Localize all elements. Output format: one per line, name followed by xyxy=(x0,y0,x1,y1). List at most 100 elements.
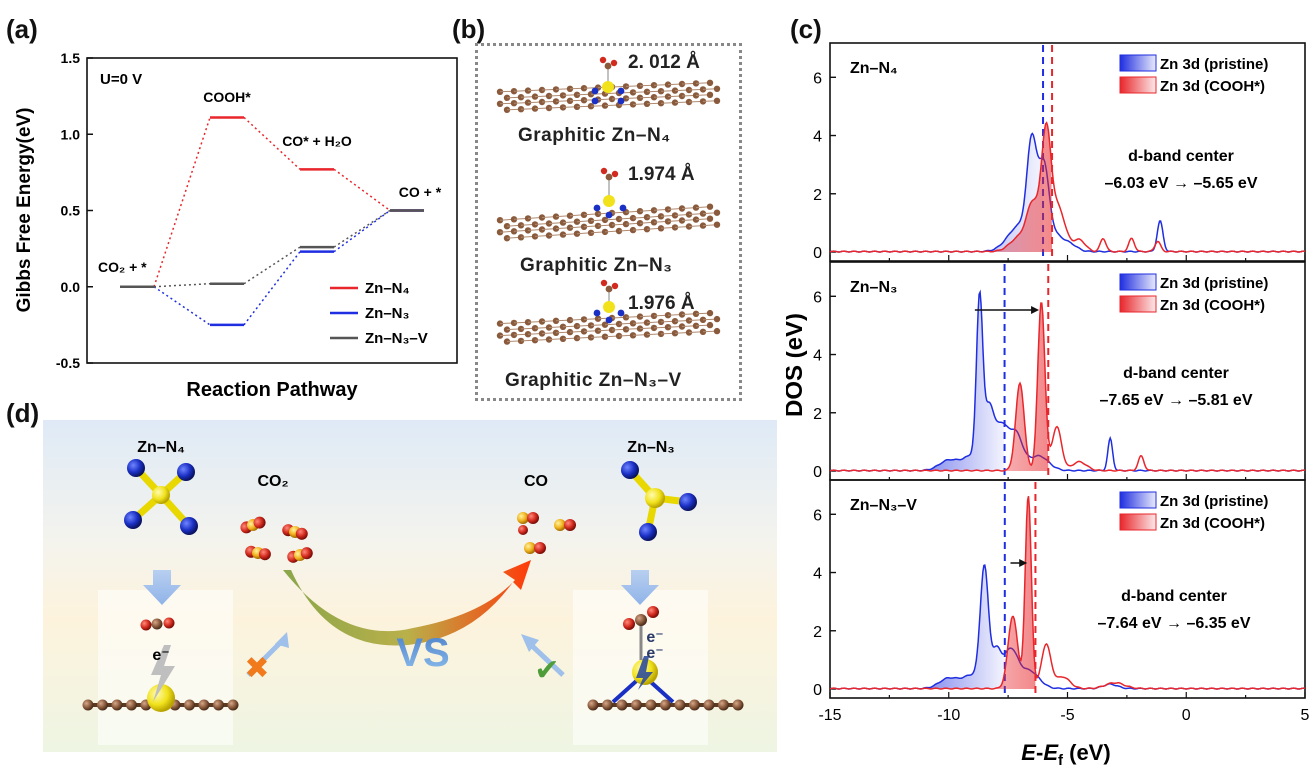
legend-label-c: Zn 3d (COOH*) xyxy=(1160,78,1265,95)
y-tick-label-c: 2 xyxy=(813,187,822,204)
bond-length-2: 1.974 Å xyxy=(628,164,695,185)
legend-label-c: Zn 3d (COOH*) xyxy=(1160,515,1265,532)
carbon-bead xyxy=(703,699,715,711)
carbon-bead xyxy=(689,699,700,711)
right-cooh-adsorbate xyxy=(623,606,659,660)
y-tick-label-a: 0.0 xyxy=(61,279,81,295)
structure-models xyxy=(496,56,721,345)
legend-swatch-c xyxy=(1119,76,1157,94)
co-molecules xyxy=(517,512,576,554)
co2-molecules xyxy=(240,516,313,563)
y-tick-label-c: 4 xyxy=(813,566,822,583)
carbon-bead xyxy=(184,699,195,711)
dos-fill xyxy=(925,496,1036,689)
legend-label-c: Zn 3d (pristine) xyxy=(1160,493,1268,510)
connector-line xyxy=(153,282,211,288)
shift-arrowhead xyxy=(1019,559,1028,567)
dband-values: –6.03 eV → –5.65 eV xyxy=(1105,175,1258,192)
free-energy-chart: -0.5 0.0 0.5 1.0 1.5 U=0 V COOH* CO* + H₂O C… xyxy=(14,50,458,401)
left-down-arrow xyxy=(143,570,181,605)
structure-caption-3: Graphitic Zn–N₃–V xyxy=(505,370,682,391)
carbon-bead xyxy=(718,699,729,711)
y-tick-label-c: 2 xyxy=(813,406,822,423)
dband-title: d-band center xyxy=(1128,148,1234,165)
x-tick-label-c: 5 xyxy=(1301,707,1310,724)
structure-box xyxy=(475,43,742,401)
right-electron-bolt xyxy=(636,656,653,690)
carbon-bead xyxy=(631,699,642,711)
left-blocked-arrow xyxy=(246,638,285,677)
legend-label-a: Zn–N₃ xyxy=(365,305,410,322)
x-tick-label-c: -10 xyxy=(937,707,960,724)
dos-curve xyxy=(829,302,1306,472)
y-tick-label-c: 4 xyxy=(813,348,822,365)
dband-values: –7.65 eV → –5.81 eV xyxy=(1100,392,1253,409)
y-tick-label-c: 0 xyxy=(813,682,822,699)
x-tick-label-c: 0 xyxy=(1182,707,1191,724)
dos-frame xyxy=(829,261,1306,481)
dos-subpanel: 0 2 4 6 Zn–N₃–V Zn 3d (pristine) Zn 3d (COOH*)… xyxy=(813,479,1306,699)
right-graphene-layer xyxy=(587,659,744,711)
y-tick-label-a: 1.5 xyxy=(61,50,81,66)
legend-label-c: Zn 3d (pristine) xyxy=(1160,275,1268,292)
structure-caption-2: Graphitic Zn–N₃ xyxy=(520,255,673,276)
legend-label-a: Zn–N₃–V xyxy=(365,330,428,347)
dos-curve xyxy=(829,289,1306,472)
carbon-bead xyxy=(126,699,137,711)
graphene-model xyxy=(496,56,721,113)
dos-subpanel: 0 2 4 6 Zn–N₄ Zn 3d (pristine) Zn 3d (COOH*) d-… xyxy=(813,42,1306,262)
connector-line xyxy=(333,168,391,212)
dos-fill xyxy=(925,565,1005,689)
carbon-bead xyxy=(645,699,657,711)
y-tick-label-c: 0 xyxy=(813,464,822,481)
zn-n3-cluster xyxy=(621,461,697,541)
product-label: CO xyxy=(524,473,548,490)
right-down-arrow xyxy=(621,570,659,605)
left-graphene-layer xyxy=(82,684,239,712)
legend-swatch-c xyxy=(1119,54,1157,72)
right-allowed-arrow xyxy=(526,640,565,677)
legend-label-c: Zn 3d (pristine) xyxy=(1160,56,1268,73)
connector-line xyxy=(153,286,211,326)
cooh-label: COOH* xyxy=(203,89,251,105)
bond-length-1: 2. 012 Å xyxy=(628,52,700,73)
vs-label: VS xyxy=(396,631,449,675)
subpanel-name: Zn–N₄ xyxy=(850,60,898,77)
left-site-label: Zn–N₄ xyxy=(137,439,185,456)
dos-chart: 0 2 4 6 Zn–N₄ Zn 3d (pristine) Zn 3d (COOH*) d-… xyxy=(786,42,1310,769)
dos-fill xyxy=(925,303,1049,471)
connector-line xyxy=(333,209,391,248)
carbon-bead xyxy=(97,699,108,711)
dband-title: d-band center xyxy=(1121,588,1227,605)
carbon-bead xyxy=(587,699,599,711)
left-co2-adsorbate xyxy=(140,617,175,631)
reaction-arc-arrow xyxy=(283,560,531,646)
right-site-label: Zn–N₃ xyxy=(627,439,674,456)
dos-curve xyxy=(829,496,1306,690)
co-label: CO + * xyxy=(399,184,442,200)
graphene-model xyxy=(496,167,721,242)
x-axis-label-a: Reaction Pathway xyxy=(186,379,358,401)
carbon-bead xyxy=(213,699,224,711)
legend-a: Zn–N₄ Zn–N₃ Zn–N₃–V xyxy=(330,280,428,347)
dos-fill xyxy=(925,122,1053,252)
connector-line xyxy=(243,251,301,326)
x-tick-label-c: -5 xyxy=(1060,707,1074,724)
y-tick-label-a: 1.0 xyxy=(61,126,81,142)
cross-mark: ✖ xyxy=(244,652,269,685)
dos-fill xyxy=(925,292,1005,471)
zn-n4-cluster xyxy=(124,459,198,535)
panel-label-c: (c) xyxy=(790,14,822,44)
carbon-bead xyxy=(198,699,210,711)
shift-arrowhead xyxy=(1031,306,1040,314)
carbon-bead xyxy=(82,699,94,711)
panel-label-a: (a) xyxy=(6,14,38,44)
panel-label-b: (b) xyxy=(452,14,486,44)
carbon-bead xyxy=(660,699,671,711)
y-tick-label-a: 0.5 xyxy=(61,203,81,219)
y-tick-label-c: 6 xyxy=(813,289,822,306)
carbon-bead xyxy=(732,699,744,711)
carbon-bead xyxy=(227,699,239,711)
legend-label-a: Zn–N₄ xyxy=(365,280,410,297)
dband-title: d-band center xyxy=(1123,365,1229,382)
